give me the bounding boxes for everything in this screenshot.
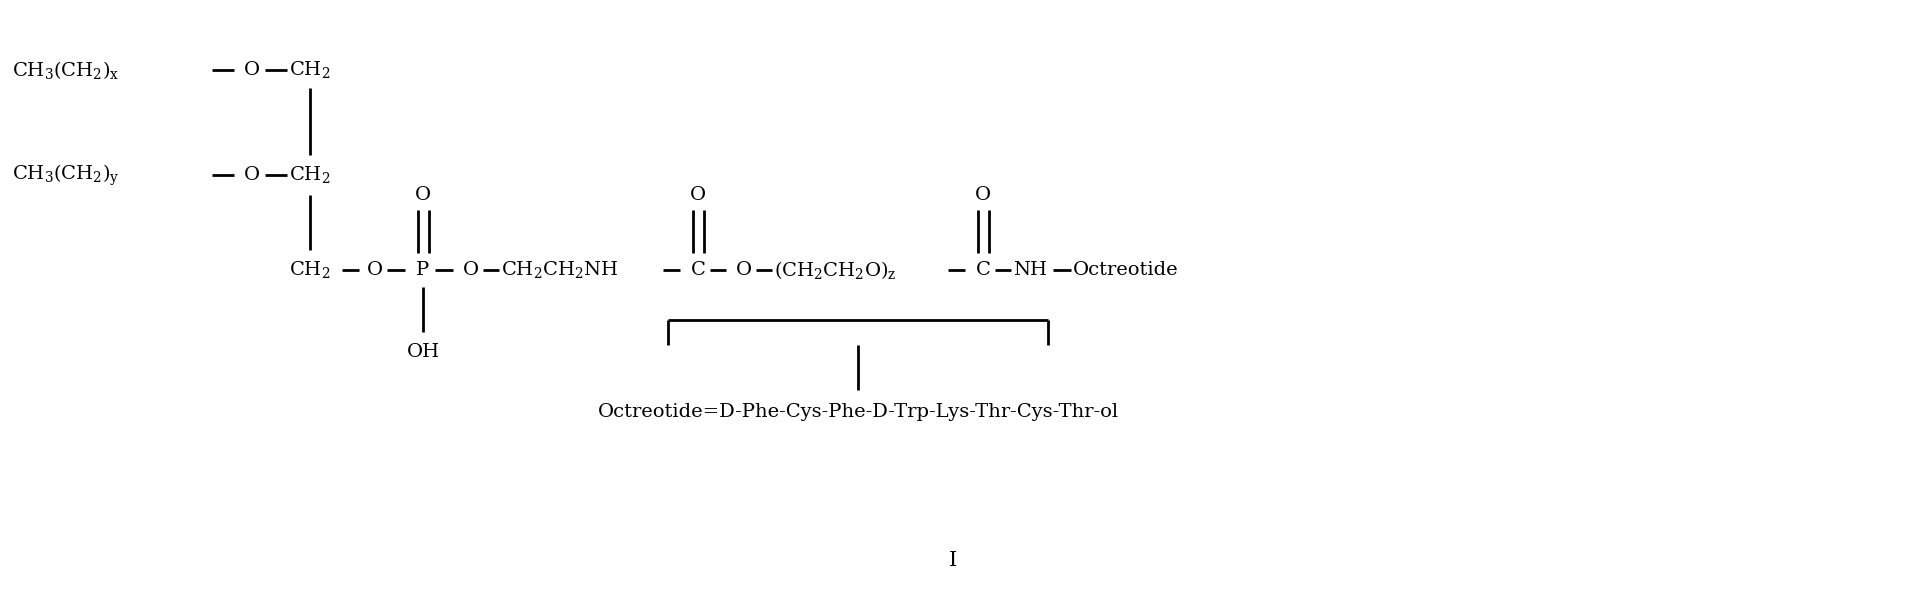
Text: O: O [463,261,478,279]
Text: C: C [690,261,705,279]
Text: $\mathregular{CH_2}$: $\mathregular{CH_2}$ [290,165,330,185]
Text: P: P [415,261,429,279]
Text: $\mathregular{CH_2}$: $\mathregular{CH_2}$ [290,260,330,280]
Text: O: O [690,186,705,204]
Text: $\mathregular{(CH_2CH_2O)_z}$: $\mathregular{(CH_2CH_2O)_z}$ [773,259,895,281]
Text: O: O [735,261,752,279]
Text: O: O [368,261,383,279]
Text: $\mathregular{CH_2}$: $\mathregular{CH_2}$ [290,60,330,80]
Text: NH: NH [1012,261,1046,279]
Text: O: O [244,61,259,79]
Text: OH: OH [406,343,440,361]
Text: C: C [975,261,991,279]
Text: Octreotide: Octreotide [1073,261,1177,279]
Text: O: O [415,186,431,204]
Text: I: I [949,550,956,569]
Text: O: O [244,166,259,184]
Text: O: O [975,186,991,204]
Text: $\mathregular{CH_3(CH_2)_x}$: $\mathregular{CH_3(CH_2)_x}$ [11,59,120,81]
Text: $\mathregular{CH_2CH_2NH}$: $\mathregular{CH_2CH_2NH}$ [501,260,619,280]
Text: Octreotide=D-Phe-Cys-Phe-D-Trp-Lys-Thr-Cys-Thr-ol: Octreotide=D-Phe-Cys-Phe-D-Trp-Lys-Thr-C… [596,403,1118,421]
Text: $\mathregular{CH_3(CH_2)_y}$: $\mathregular{CH_3(CH_2)_y}$ [11,162,120,188]
